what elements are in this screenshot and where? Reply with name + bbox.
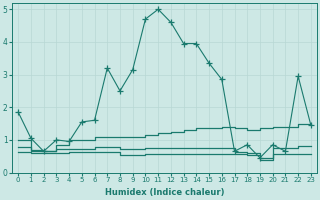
X-axis label: Humidex (Indice chaleur): Humidex (Indice chaleur) [105, 188, 224, 197]
